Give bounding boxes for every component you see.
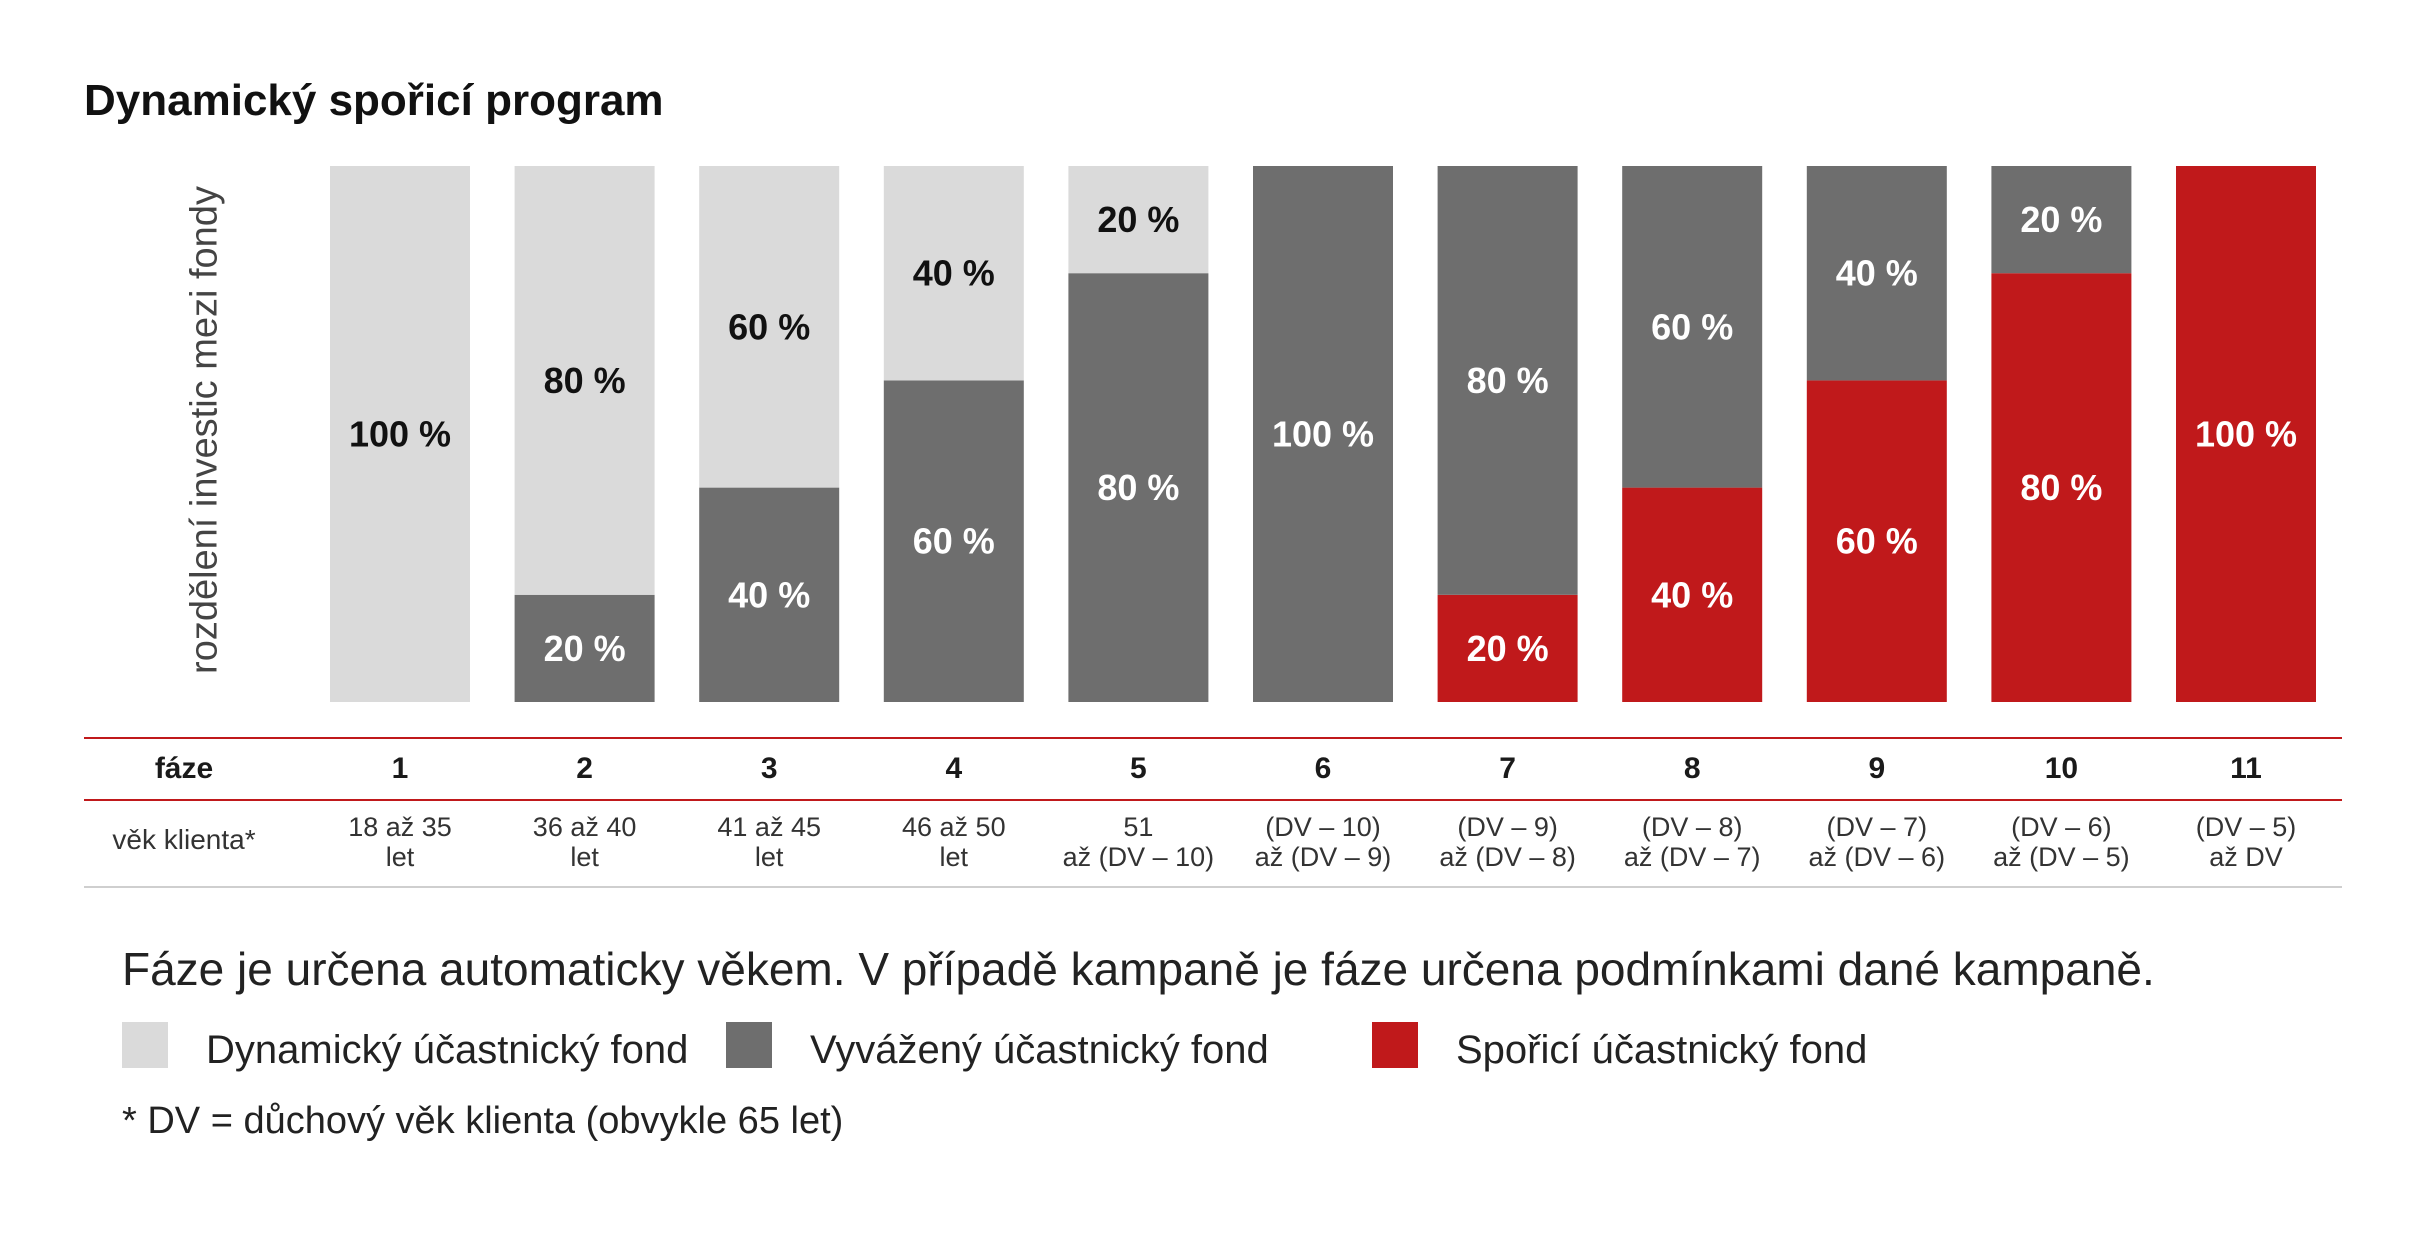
table-top-rule — [84, 737, 2342, 739]
data-label: 60 % — [1651, 306, 1733, 347]
phase-number: 2 — [576, 752, 593, 785]
phase-number: 3 — [760, 752, 778, 785]
client-age-range: (DV – 9) až (DV – 8) — [1439, 812, 1576, 872]
bar-segment — [1068, 166, 1209, 274]
data-label: 20 % — [544, 628, 626, 669]
data-label: 60 % — [728, 306, 810, 347]
bar-segment — [1253, 166, 1393, 702]
data-label: 80 % — [1467, 360, 1549, 401]
data-label: 80 % — [544, 360, 626, 401]
phase-number: 8 — [1683, 752, 1701, 785]
bar-phase-7: 20 % 80 % — [1437, 166, 1578, 702]
legend-swatch-dynamic — [122, 1022, 168, 1068]
bar-segment — [699, 487, 840, 702]
client-age-range: 41 až 45 let — [717, 812, 821, 872]
data-label: 20 % — [2020, 199, 2102, 240]
age-row-label: věk klienta* — [112, 824, 256, 855]
stacked-bar-chart: 100 % 20 % 80 % 40 % 60 % 60 % 40 % 80 % 20 % 100… — [330, 166, 2316, 702]
footnote: * DV = důchový věk klienta (obvykle 65 l… — [122, 1100, 844, 1142]
bar-phase-11: 100 % — [2176, 166, 2316, 702]
client-age-range: (DV – 8) až (DV – 7) — [1623, 812, 1761, 872]
bar-phase-10: 80 % 20 % — [1991, 166, 2132, 702]
bar-phase-3: 40 % 60 % — [699, 166, 840, 702]
client-age-range: (DV – 10) až (DV – 9) — [1254, 812, 1392, 872]
legend-label-balanced: Vyvážený účastnický fond — [810, 1028, 1269, 1072]
phase-row: fáze 1 2 3 4 5 6 7 8 9 10 11 — [84, 752, 2342, 794]
data-label: 40 % — [728, 574, 810, 615]
bar-phase-2: 20 % 80 % — [514, 166, 655, 702]
bar-segment — [699, 166, 840, 488]
bar-segment — [1068, 273, 1209, 702]
legend-swatch-saving — [1372, 1022, 1418, 1068]
bar-phase-1: 100 % — [330, 166, 470, 702]
bar-phase-8: 40 % 60 % — [1622, 166, 1763, 702]
data-label: 100 % — [1272, 414, 1374, 455]
age-row: věk klienta* 18 až 35 let 36 až 40 let 41 … — [84, 812, 2342, 876]
phase-number: 10 — [2044, 752, 2079, 785]
data-label: 80 % — [2020, 467, 2102, 508]
bar-segment — [1437, 594, 1578, 702]
data-label: 20 % — [1467, 628, 1549, 669]
data-label: 40 % — [1836, 253, 1918, 294]
legend: Dynamický účastnický fond Vyvážený účast… — [122, 1020, 2022, 1072]
phase-number: 11 — [2230, 752, 2262, 785]
legend-label-saving: Spořicí účastnický fond — [1456, 1028, 1868, 1072]
data-label: 100 % — [2195, 414, 2297, 455]
bar-segment — [514, 594, 655, 702]
phase-number: 7 — [1499, 752, 1516, 785]
bar-segment — [1991, 273, 2132, 702]
data-label: 20 % — [1097, 199, 1179, 240]
phase-number: 6 — [1314, 752, 1332, 785]
client-age-range: (DV – 6) až (DV – 5) — [1993, 812, 2130, 872]
client-age-range: 36 až 40 let — [532, 812, 637, 872]
data-label: 60 % — [913, 521, 995, 562]
client-age-range: 18 až 35 let — [348, 812, 452, 872]
table-bottom-rule — [84, 886, 2342, 888]
bar-segment — [1622, 487, 1763, 702]
phase-number: 4 — [945, 752, 963, 785]
legend-swatch-balanced — [726, 1022, 772, 1068]
bar-segment — [1991, 166, 2132, 274]
phase-number: 5 — [1130, 752, 1147, 785]
chart-title: Dynamický spořicí program — [84, 76, 664, 125]
data-label: 60 % — [1836, 521, 1918, 562]
data-label: 80 % — [1097, 467, 1179, 508]
bar-segment — [330, 166, 470, 702]
bar-segment — [1437, 166, 1578, 595]
client-age-range: (DV – 5) až DV — [2195, 812, 2297, 872]
phase-number: 9 — [1868, 752, 1886, 785]
bar-segment — [514, 166, 655, 595]
client-age-range: 51 až (DV – 10) — [1062, 812, 1215, 872]
bar-phase-6: 100 % — [1253, 166, 1393, 702]
client-age-range: (DV – 7) až (DV – 6) — [1808, 812, 1946, 872]
phase-number: 1 — [391, 752, 409, 785]
bar-segment — [883, 166, 1024, 381]
phase-row-label: fáze — [154, 752, 214, 785]
data-label: 100 % — [349, 414, 451, 455]
bar-phase-4: 60 % 40 % — [883, 166, 1024, 702]
data-label: 40 % — [913, 253, 995, 294]
bar-segment — [883, 380, 1024, 702]
data-label: 40 % — [1651, 574, 1733, 615]
bar-phase-5: 80 % 20 % — [1068, 166, 1209, 702]
phase-note: Fáze je určena automaticky věkem. V příp… — [122, 943, 2155, 995]
client-age-range: 46 až 50 let — [902, 812, 1006, 872]
bar-segment — [1622, 166, 1763, 488]
bar-segment — [1806, 166, 1947, 381]
table-middle-rule — [84, 799, 2342, 801]
bar-segment — [1806, 380, 1947, 702]
legend-label-dynamic: Dynamický účastnický fond — [206, 1028, 689, 1072]
bar-segment — [2176, 166, 2316, 702]
bar-phase-9: 60 % 40 % — [1806, 166, 1947, 702]
